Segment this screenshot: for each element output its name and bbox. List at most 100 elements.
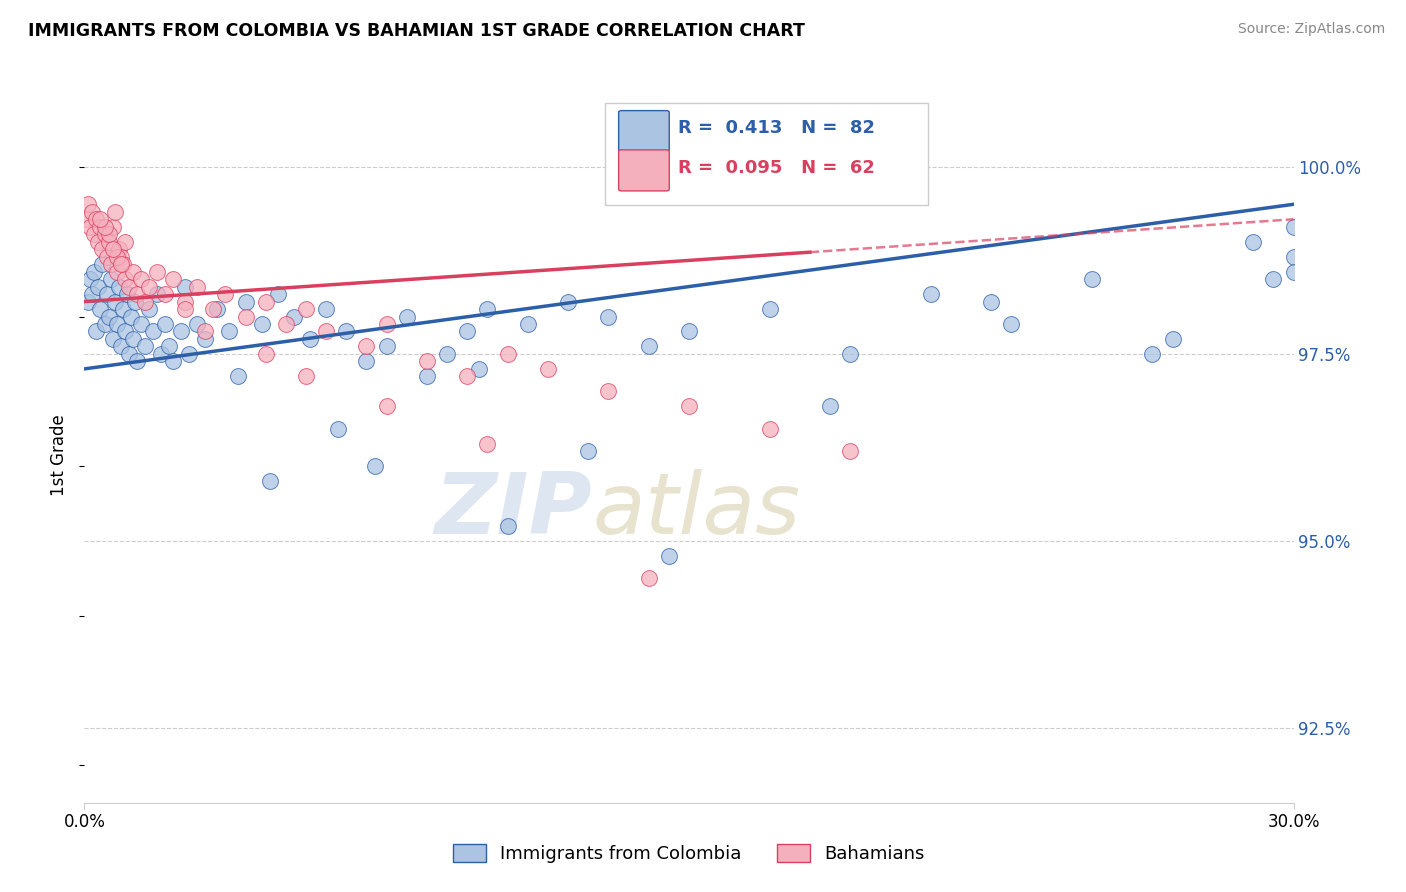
- Point: [598, 384, 620, 399]
- Point: [134, 339, 156, 353]
- Text: R =  0.413   N =  82: R = 0.413 N = 82: [678, 120, 875, 137]
- Point: [363, 459, 385, 474]
- Point: [149, 347, 172, 361]
- Point: [93, 317, 115, 331]
- Point: [83, 227, 105, 242]
- Point: [153, 317, 176, 331]
- Point: [93, 227, 115, 242]
- Point: [77, 197, 100, 211]
- Point: [162, 354, 184, 368]
- Point: [468, 362, 491, 376]
- Point: [1241, 235, 1264, 249]
- Point: [111, 257, 134, 271]
- Text: ZIP: ZIP: [434, 469, 592, 552]
- Point: [179, 347, 201, 361]
- Point: [235, 294, 257, 309]
- Point: [75, 212, 97, 227]
- Point: [839, 444, 862, 458]
- Point: [96, 250, 118, 264]
- Point: [537, 362, 560, 376]
- Text: R =  0.095   N =  62: R = 0.095 N = 62: [678, 159, 875, 177]
- Point: [375, 317, 398, 331]
- Point: [134, 294, 156, 309]
- Point: [83, 265, 105, 279]
- Point: [170, 325, 193, 339]
- Point: [356, 339, 378, 353]
- Text: atlas: atlas: [592, 469, 800, 552]
- Point: [214, 287, 236, 301]
- Point: [598, 310, 620, 324]
- Point: [207, 301, 229, 316]
- Point: [254, 347, 277, 361]
- Point: [416, 369, 439, 384]
- Point: [97, 227, 120, 242]
- Point: [115, 287, 138, 301]
- Point: [186, 279, 208, 293]
- Point: [101, 332, 124, 346]
- Point: [162, 272, 184, 286]
- Point: [194, 325, 217, 339]
- Point: [1081, 272, 1104, 286]
- Point: [82, 287, 104, 301]
- Point: [637, 571, 659, 585]
- Point: [335, 325, 357, 339]
- Point: [89, 212, 111, 227]
- Point: [299, 332, 322, 346]
- Point: [79, 219, 101, 234]
- Point: [114, 235, 136, 249]
- Point: [120, 310, 142, 324]
- Point: [250, 317, 273, 331]
- Point: [267, 287, 290, 301]
- Point: [104, 204, 127, 219]
- Point: [315, 325, 337, 339]
- Point: [496, 347, 519, 361]
- Point: [375, 399, 398, 413]
- Point: [111, 301, 134, 316]
- Point: [456, 369, 478, 384]
- Point: [82, 204, 104, 219]
- Point: [114, 272, 136, 286]
- Point: [186, 317, 208, 331]
- Point: [104, 294, 127, 309]
- Point: [839, 347, 862, 361]
- Point: [658, 549, 681, 563]
- Point: [557, 294, 579, 309]
- Point: [146, 265, 169, 279]
- Point: [125, 354, 148, 368]
- Point: [107, 279, 129, 293]
- Point: [121, 265, 143, 279]
- Point: [91, 242, 114, 256]
- Point: [202, 301, 225, 316]
- Point: [218, 325, 240, 339]
- Point: [114, 325, 136, 339]
- Point: [91, 257, 114, 271]
- Point: [283, 310, 305, 324]
- Point: [97, 235, 120, 249]
- Point: [174, 301, 197, 316]
- Point: [1282, 250, 1305, 264]
- Point: [194, 332, 217, 346]
- Point: [157, 339, 180, 353]
- Point: [1161, 332, 1184, 346]
- Point: [818, 399, 841, 413]
- Point: [315, 301, 337, 316]
- Text: Source: ZipAtlas.com: Source: ZipAtlas.com: [1237, 22, 1385, 37]
- Point: [416, 354, 439, 368]
- Point: [96, 287, 118, 301]
- Point: [118, 347, 141, 361]
- Point: [1142, 347, 1164, 361]
- Point: [259, 474, 281, 488]
- Point: [110, 250, 132, 264]
- Point: [100, 272, 122, 286]
- Point: [254, 294, 277, 309]
- Point: [576, 444, 599, 458]
- Legend: Immigrants from Colombia, Bahamians: Immigrants from Colombia, Bahamians: [446, 837, 932, 871]
- Point: [138, 301, 160, 316]
- Point: [146, 287, 169, 301]
- Point: [89, 219, 111, 234]
- Point: [678, 325, 700, 339]
- Point: [226, 369, 249, 384]
- Point: [142, 325, 165, 339]
- Point: [456, 325, 478, 339]
- Point: [86, 212, 108, 227]
